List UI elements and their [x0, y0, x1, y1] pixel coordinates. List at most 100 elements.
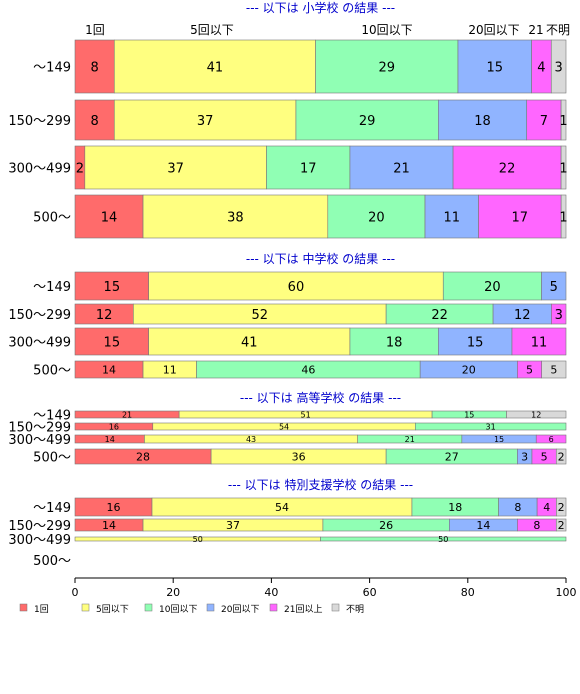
- panel-title: --- 以下は 中学校 の結果 ---: [246, 251, 395, 266]
- data-label: 28: [136, 451, 150, 464]
- legend-label: 20回以下: [221, 604, 259, 615]
- x-tick-label: 100: [556, 586, 577, 599]
- data-label: 15: [104, 280, 121, 295]
- row-label: 500～: [33, 451, 71, 466]
- x-tick-label: 60: [363, 586, 377, 599]
- data-label: 15: [467, 335, 484, 350]
- legend-swatch: [81, 603, 90, 612]
- row-label: 150～299: [8, 114, 71, 129]
- bar-segment: [349, 145, 454, 190]
- data-label: 50: [193, 535, 203, 544]
- panel-title: --- 以下は 小学校 の結果 ---: [246, 0, 395, 15]
- data-label: 8: [514, 501, 521, 514]
- row-label: ～149: [33, 280, 71, 295]
- data-label: 51: [301, 411, 311, 420]
- data-label: 54: [279, 423, 289, 432]
- data-label: 41: [207, 60, 224, 75]
- bar-segment: [550, 39, 567, 94]
- bar-segment: [535, 434, 567, 444]
- data-label: 54: [275, 501, 289, 514]
- data-label: 43: [246, 435, 256, 444]
- bar-segment: [438, 327, 513, 356]
- data-label: 37: [197, 114, 214, 129]
- row-label: ～149: [33, 501, 71, 516]
- data-label: 12: [514, 308, 531, 323]
- bar-segment: [74, 39, 115, 94]
- data-label: 8: [90, 60, 98, 75]
- category-header-label: 20回以下: [468, 23, 519, 37]
- bar-segment: [74, 327, 149, 356]
- bar-segment: [74, 194, 144, 239]
- data-label: 22: [431, 308, 448, 323]
- data-label: 12: [96, 308, 113, 323]
- data-label: 46: [301, 364, 315, 377]
- row-label: 150～299: [8, 421, 71, 436]
- row-label: 500～: [33, 554, 71, 569]
- legend-label: 10回以下: [159, 604, 197, 615]
- row-label: 300～499: [8, 162, 71, 177]
- bar-segment: [148, 327, 351, 356]
- bar-segment: [555, 518, 567, 532]
- data-label: 8: [533, 519, 540, 532]
- data-label: 15: [487, 60, 504, 75]
- data-label: 14: [476, 519, 490, 532]
- data-label: 12: [531, 411, 541, 420]
- row-label: 150～299: [8, 519, 71, 534]
- row-label: 500～: [33, 364, 71, 379]
- data-label: 15: [494, 435, 504, 444]
- legend-label: 不明: [346, 604, 364, 615]
- data-label: 27: [445, 451, 459, 464]
- category-header-label: 不明: [546, 23, 570, 37]
- bar-segment: [506, 410, 567, 419]
- data-label: 15: [464, 411, 474, 420]
- data-label: 5: [541, 451, 548, 464]
- bar-segment: [424, 194, 479, 239]
- row-label: 300～499: [8, 336, 71, 351]
- bar-segment: [452, 145, 562, 190]
- bar-segment: [478, 194, 562, 239]
- category-header-label: 21: [528, 23, 543, 37]
- row-label: 300～499: [8, 533, 71, 548]
- data-label: 2: [558, 519, 565, 532]
- data-label: 5: [550, 364, 557, 377]
- data-label: 4: [543, 501, 550, 514]
- bar-segment: [113, 39, 316, 94]
- data-label: 37: [226, 519, 240, 532]
- bar-segment: [457, 39, 532, 94]
- bar-segment: [84, 145, 267, 190]
- legend-swatch: [206, 603, 215, 612]
- row-label: ～149: [33, 409, 71, 424]
- bar-segment: [551, 303, 567, 325]
- data-label: 15: [104, 335, 121, 350]
- data-label: 22: [499, 161, 516, 176]
- data-label: 26: [379, 519, 393, 532]
- data-label: 3: [521, 451, 528, 464]
- data-label: 37: [167, 161, 184, 176]
- bar-segment: [555, 448, 567, 465]
- data-label: 8: [90, 114, 98, 129]
- legend-label: 5回以下: [96, 604, 129, 615]
- data-label: 60: [288, 280, 305, 295]
- data-label: 2: [558, 451, 565, 464]
- data-label: 29: [359, 114, 376, 129]
- data-label: 11: [163, 364, 177, 377]
- bar-segment: [142, 194, 329, 239]
- data-label: 4: [537, 60, 545, 75]
- bar-segment: [349, 327, 439, 356]
- data-label: 3: [554, 60, 562, 75]
- data-label: 11: [443, 210, 460, 225]
- bar-segment: [560, 99, 567, 141]
- data-label: 21: [393, 161, 410, 176]
- data-label: 20: [462, 364, 476, 377]
- data-label: 18: [474, 114, 491, 129]
- category-header-label: 10回以下: [361, 23, 412, 37]
- data-label: 1: [559, 210, 567, 225]
- row-label: 300～499: [8, 433, 71, 448]
- bar-segment: [295, 99, 439, 141]
- bar-segment: [438, 99, 528, 141]
- data-label: 21: [122, 411, 132, 420]
- category-header-label: 5回以下: [190, 23, 234, 37]
- bar-segment: [560, 145, 567, 190]
- legend-swatch: [19, 603, 28, 612]
